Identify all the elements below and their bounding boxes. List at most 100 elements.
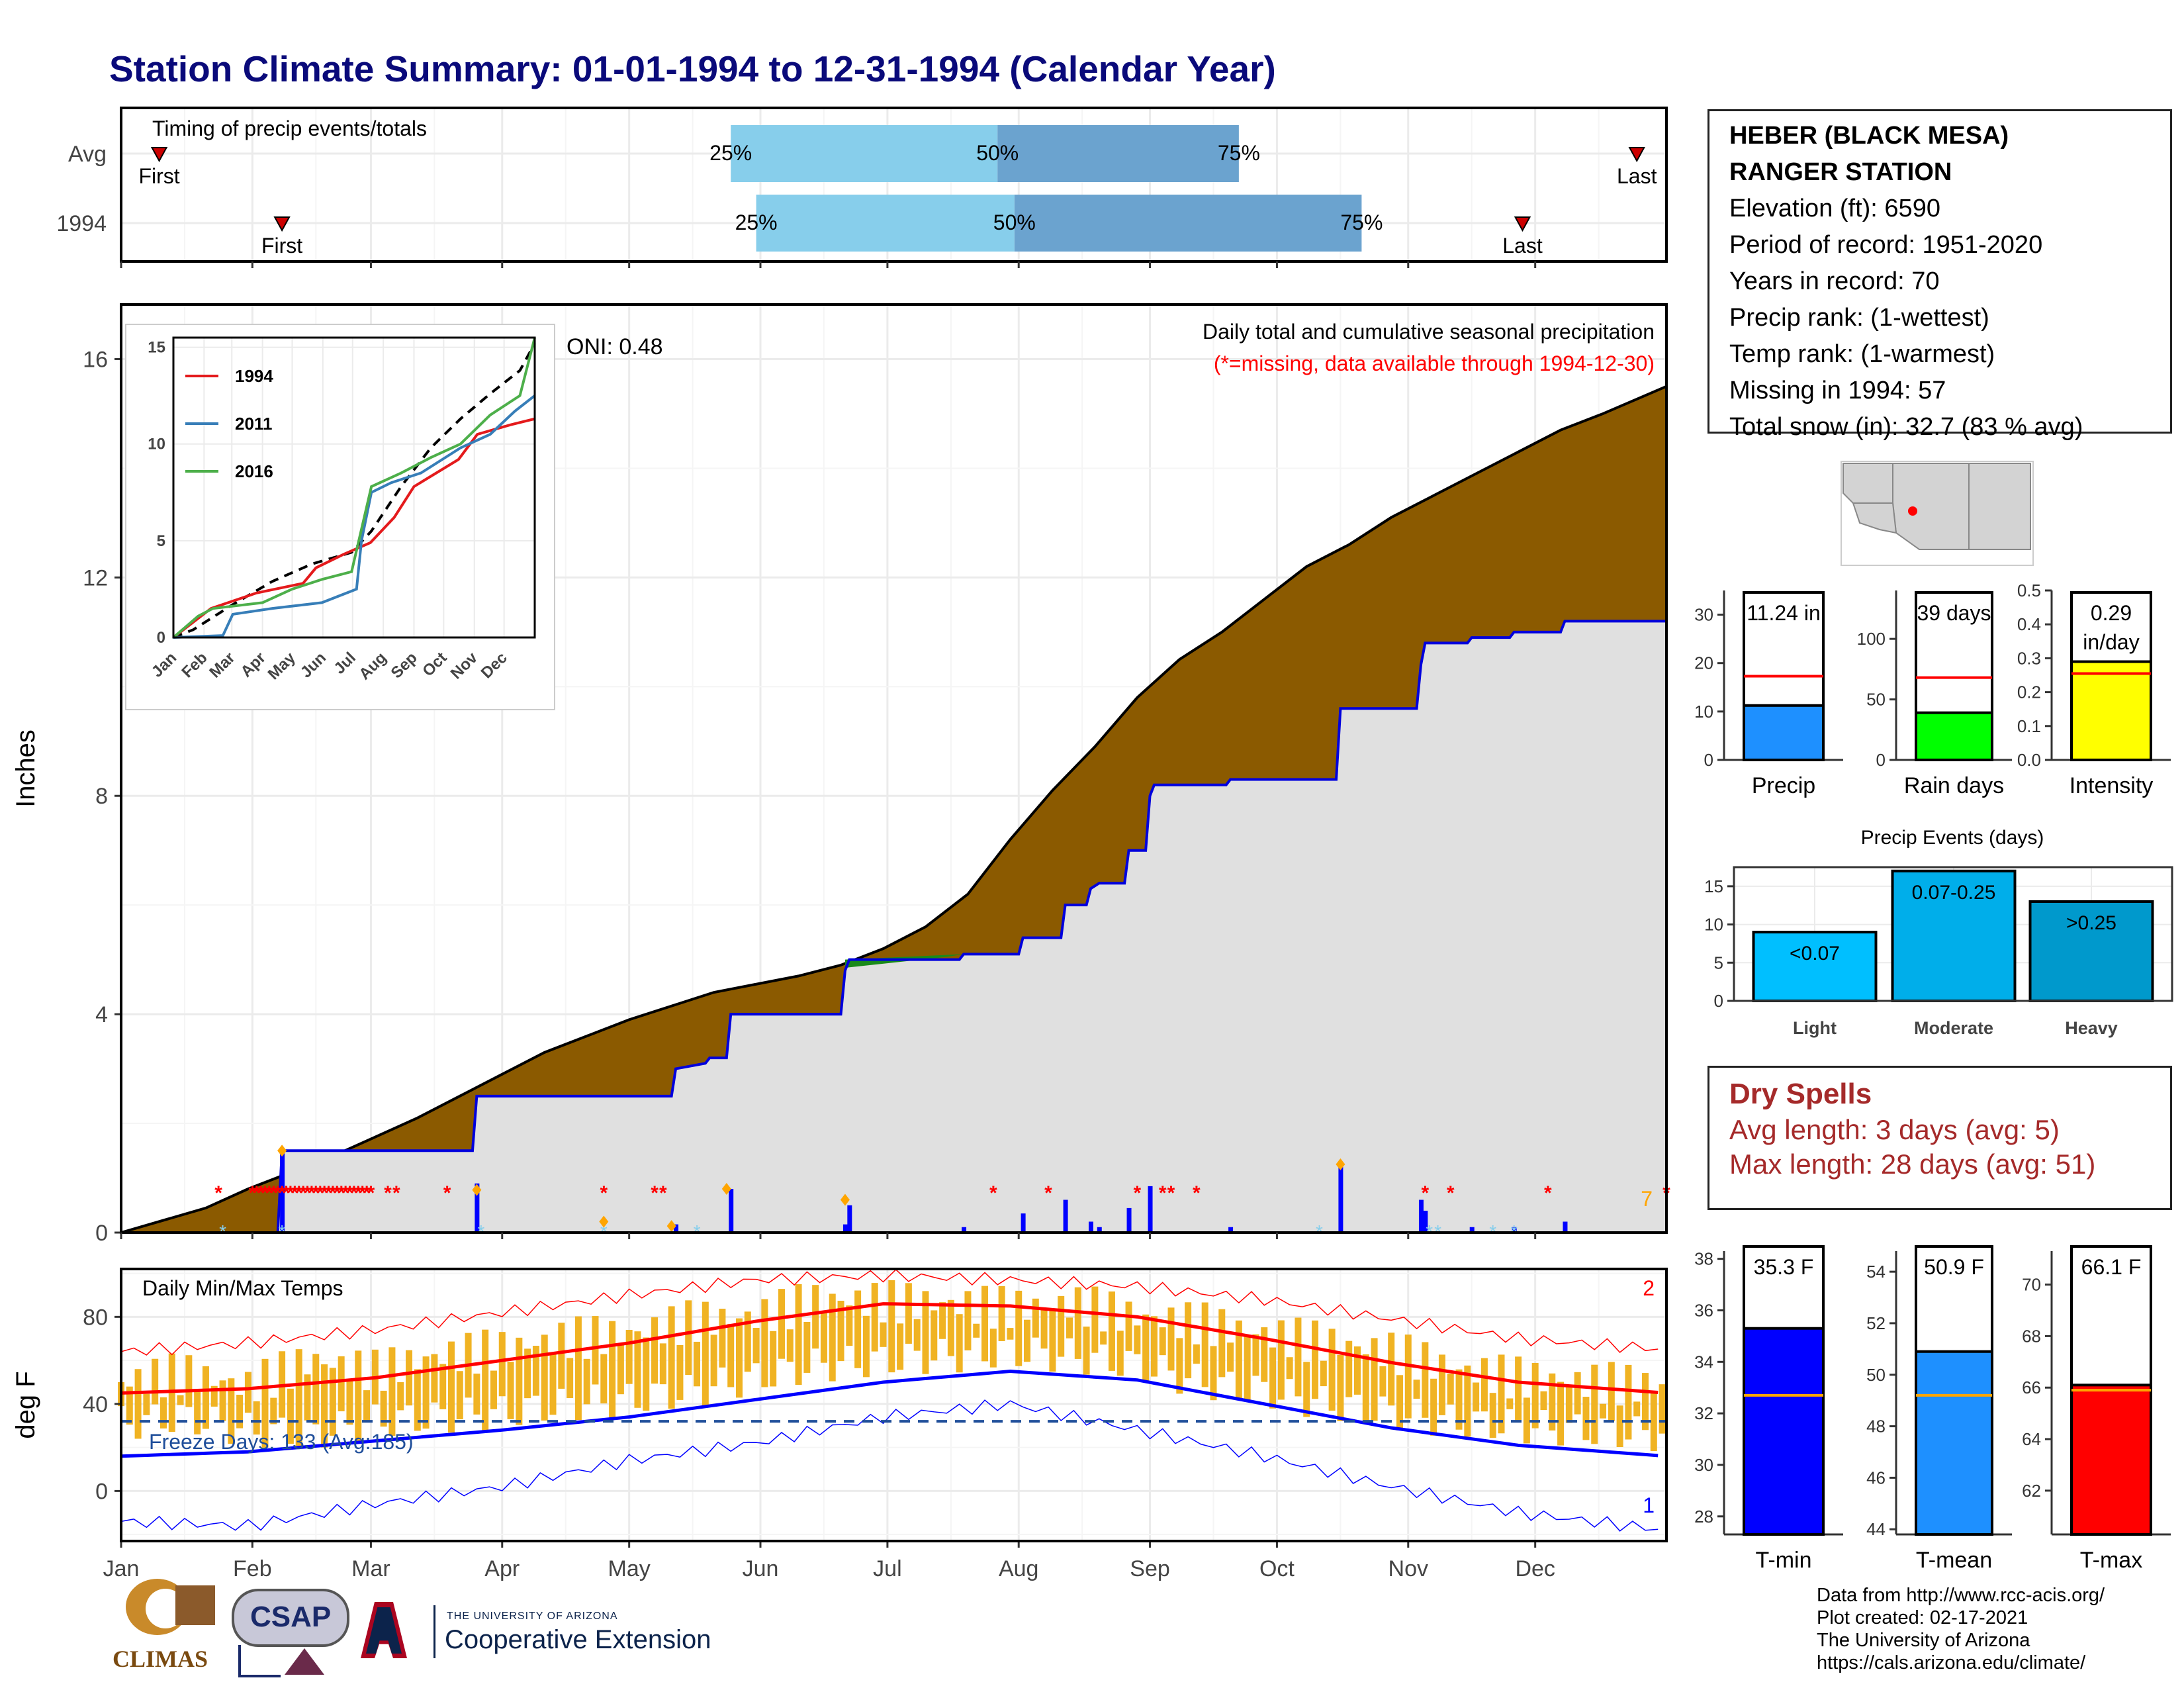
- station-years: Years in record: 70: [1729, 267, 1940, 295]
- timing-row-label: 1994: [56, 211, 107, 236]
- daily-temp-bar: [1582, 1397, 1590, 1440]
- daily-precip-bar: [475, 1183, 480, 1233]
- daily-temp-bar: [829, 1293, 836, 1382]
- mini-ytick-label: 70: [2022, 1275, 2041, 1295]
- daily-temp-bar: [1616, 1405, 1623, 1447]
- cum-corner-count: 7: [1641, 1187, 1653, 1211]
- inset-series-line: [172, 337, 536, 639]
- timing-q25-label: 25%: [735, 211, 778, 234]
- missing-marker: *: [287, 1182, 295, 1204]
- daily-temp-bar: [1574, 1372, 1581, 1415]
- inset-ytick-label: 5: [157, 532, 165, 550]
- heavy-event-marker: [1336, 1158, 1345, 1170]
- daily-temp-bar: [592, 1316, 599, 1385]
- missing-marker: *: [291, 1182, 298, 1204]
- location-map: [1841, 461, 2034, 566]
- daily-precip-bar: [847, 1205, 852, 1233]
- mini-ytick-label: 68: [2022, 1326, 2041, 1346]
- daily-temp-bar: [795, 1284, 802, 1385]
- daily-temp-bar: [897, 1323, 904, 1370]
- inset-legend-label: 1994: [235, 366, 273, 386]
- daily-temp-bar: [956, 1314, 963, 1373]
- daily-precip-bar: [842, 1224, 848, 1233]
- daily-temp-bar: [998, 1286, 1005, 1342]
- temp-corner-bottom: 1: [1643, 1493, 1655, 1517]
- daily-precip-bar: [1512, 1227, 1517, 1233]
- daily-temp-bar: [574, 1316, 582, 1421]
- inset-ytick-label: 15: [148, 339, 165, 357]
- daily-temp-bar: [1531, 1362, 1539, 1429]
- daily-temp-bar: [609, 1321, 616, 1418]
- daily-temp-bar: [1345, 1340, 1353, 1397]
- daily-temp-bar: [643, 1337, 650, 1411]
- mini-ytick-label: 0.2: [2017, 682, 2041, 702]
- timing-q75-label: 75%: [1340, 211, 1383, 234]
- missing-marker: *: [329, 1182, 337, 1204]
- daily-temp-bar: [1515, 1356, 1522, 1421]
- station-temp-rank: Temp rank: (1-warmest): [1729, 340, 1995, 368]
- cum-ytick-label: 16: [83, 347, 108, 372]
- daily-temp-bar: [1176, 1338, 1183, 1394]
- temp-ytick-label: 80: [83, 1305, 108, 1330]
- daily-precip-bar: [1088, 1221, 1093, 1233]
- daily-temp-bar: [380, 1390, 387, 1427]
- missing-marker: *: [384, 1182, 392, 1204]
- daily-temp-bar: [185, 1355, 193, 1407]
- daily-temp-bar: [1464, 1365, 1471, 1437]
- temp-month-label: Oct: [1259, 1556, 1295, 1581]
- daily-temp-bar: [871, 1283, 878, 1352]
- daily-temp-bar: [1557, 1382, 1565, 1446]
- daily-temp-bar: [676, 1344, 684, 1400]
- temp-month-label: Aug: [999, 1556, 1039, 1581]
- temp-title: Daily Min/Max Temps: [142, 1276, 343, 1300]
- mini-temp-charts: 28 30 32 34 36 38 35.3 F T-min 44 46 48 50 52 54 50.9 …: [1694, 1245, 2171, 1573]
- daily-temp-bar: [702, 1301, 709, 1406]
- daily-precip-bar: [1418, 1199, 1424, 1233]
- missing-marker: *: [341, 1182, 349, 1204]
- events-bar-label: <0.07: [1790, 943, 1840, 964]
- heavy-event-marker: [599, 1215, 609, 1228]
- mini-bar-category-label: Intensity: [2070, 773, 2154, 798]
- daily-precip-bar: [280, 1150, 285, 1233]
- mini-ytick-label: 0.0: [2017, 750, 2041, 770]
- missing-marker: *: [253, 1182, 261, 1204]
- daily-temp-bar: [1371, 1338, 1378, 1421]
- events-title: Precip Events (days): [1861, 827, 2044, 849]
- daily-temp-bar: [143, 1393, 150, 1415]
- mini-bar-value: [1743, 1327, 1825, 1536]
- timing-last-label: Last: [1502, 234, 1543, 258]
- daily-temp-bar: [668, 1306, 675, 1409]
- missing-marker: *: [659, 1182, 667, 1204]
- daily-temp-bar: [507, 1362, 514, 1419]
- daily-temp-bar: [719, 1309, 726, 1368]
- daily-temp-bar: [600, 1354, 608, 1404]
- daily-temp-bar: [1438, 1354, 1445, 1415]
- temp-ytick-label: 40: [83, 1392, 108, 1417]
- daily-temp-bar: [1066, 1317, 1073, 1338]
- daily-temp-bar: [1167, 1307, 1175, 1371]
- timing-q75-label: 75%: [1218, 141, 1260, 165]
- timing-last-label: Last: [1617, 164, 1657, 188]
- timing-q50-label: 50%: [993, 211, 1036, 234]
- missing-marker: *: [363, 1182, 371, 1204]
- daily-temp-bar: [1040, 1308, 1048, 1349]
- missing-marker: *: [269, 1182, 277, 1204]
- daily-precip-bar: [674, 1224, 679, 1233]
- mini-ytick-label: 48: [1866, 1417, 1886, 1436]
- temp-avg-max-line: [120, 1302, 1659, 1395]
- timing-row-label: Avg: [68, 142, 107, 167]
- daily-temp-bar: [1659, 1384, 1666, 1434]
- mini-ytick-label: 50: [1866, 690, 1886, 710]
- daily-temp-bar: [1540, 1391, 1547, 1411]
- inset-ytick-label: 0: [157, 629, 165, 647]
- temp-frame: [120, 1268, 1668, 1542]
- daily-temp-bar: [414, 1369, 421, 1431]
- daily-temp-bar: [1150, 1316, 1158, 1377]
- daily-temp-bar: [1116, 1331, 1124, 1376]
- daily-temp-bar: [346, 1380, 353, 1425]
- timing-bar-q50-q75: [1014, 195, 1362, 252]
- daily-temp-bar: [253, 1401, 260, 1435]
- temp-month-label: Apr: [484, 1556, 520, 1581]
- daily-temp-bar: [913, 1319, 921, 1351]
- daily-temp-bar: [1083, 1327, 1090, 1375]
